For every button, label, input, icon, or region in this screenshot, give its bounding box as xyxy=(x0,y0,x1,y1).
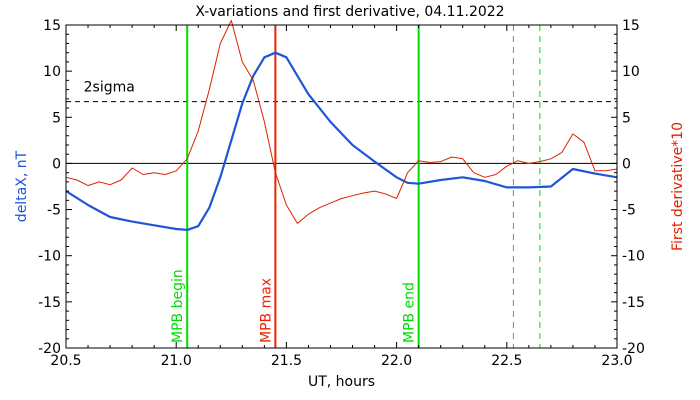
event-label-2: MPB end xyxy=(402,282,418,343)
y-tick-label-left: -10 xyxy=(38,249,61,265)
event-markers: MPB begin MPB max MPB end xyxy=(170,25,541,348)
y-tick-label-right: 15 xyxy=(622,18,640,34)
y-tick-label-left: 5 xyxy=(52,110,61,126)
x-tick-label: 20.5 xyxy=(50,353,81,369)
x-tick-label: 22.0 xyxy=(381,353,412,369)
y-axis-left-label: deltaX, nT xyxy=(14,150,30,222)
y-tick-label-left: -15 xyxy=(38,295,61,311)
y-tick-label-right: -15 xyxy=(622,295,645,311)
y-tick-label-right: 5 xyxy=(622,110,631,126)
series-line-deltax xyxy=(65,51,618,231)
series-lines xyxy=(65,19,618,231)
y-tick-label-left: -20 xyxy=(38,341,61,357)
series-line-derivative xyxy=(65,19,618,224)
x-tick-label: 22.5 xyxy=(491,353,522,369)
y-axis-left-ticks: -20 -15 -10 -5 0 5 10 15 xyxy=(38,18,72,357)
x-tick-label: 21.5 xyxy=(271,353,302,369)
y-tick-label-right: -5 xyxy=(622,203,636,219)
y-tick-label-left: -5 xyxy=(47,203,61,219)
x-tick-label: 21.0 xyxy=(161,353,192,369)
plot-area xyxy=(66,101,617,164)
y-tick-label-left: 15 xyxy=(43,18,61,34)
y-tick-label-right: 0 xyxy=(622,156,631,172)
x-axis-label: UT, hours xyxy=(308,374,375,390)
y-tick-label-right: -20 xyxy=(622,341,645,357)
y-axis-right-label: First derivative*10 xyxy=(670,122,686,251)
event-label-0: MPB begin xyxy=(170,269,186,343)
x-axis-ticks: 20.5 21.0 21.5 22.0 22.5 23.0 xyxy=(50,25,633,369)
y-tick-label-right: -10 xyxy=(622,249,645,265)
y-tick-label-left: 0 xyxy=(52,156,61,172)
threshold-label: 2sigma xyxy=(84,80,135,96)
chart-title: X-variations and first derivative, 04.11… xyxy=(195,4,504,20)
y-tick-label-left: 10 xyxy=(43,64,61,80)
plot-frame xyxy=(65,24,618,349)
y-axis-right-ticks: -20 -15 -10 -5 0 5 10 15 xyxy=(611,18,645,357)
event-label-1: MPB max xyxy=(258,278,274,343)
x-tick-label: 23.0 xyxy=(601,353,632,369)
y-tick-label-right: 10 xyxy=(622,64,640,80)
